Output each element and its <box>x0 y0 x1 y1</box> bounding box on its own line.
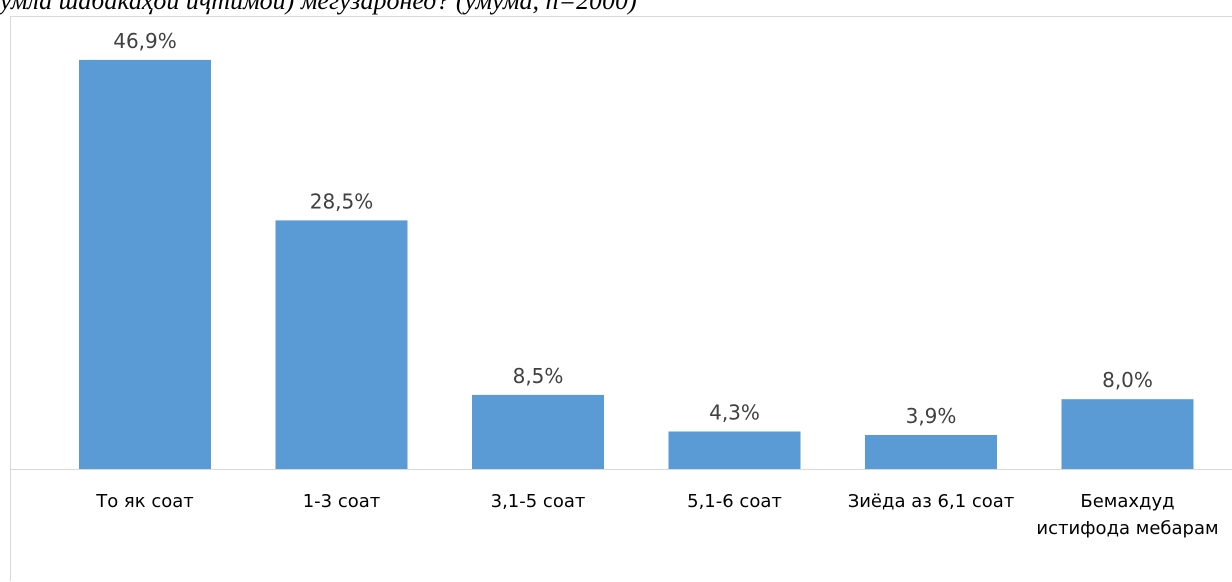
bar-chart: 46,9% То як соат 28,5% 1-3 соат 8,5% 3,1-5 со… <box>11 29 1232 539</box>
bar <box>668 431 801 469</box>
bar <box>79 59 211 470</box>
bar <box>1061 399 1194 469</box>
chart-frame: 46,9% То як соат 28,5% 1-3 соат 8,5% 3,1-5 со… <box>10 16 1232 581</box>
category-label: 5,1-6 соат <box>687 491 782 512</box>
data-label: 46,9% <box>113 29 177 53</box>
category-label: Бемахдуд истифода мебарам <box>1036 491 1218 539</box>
category-label: То як соат <box>95 491 194 512</box>
data-label: 28,5% <box>310 189 374 213</box>
chart-caption: умла шабакаҳои иҷтимоӣ) мегузаронед? (ум… <box>0 0 637 15</box>
data-label: 4,3% <box>709 401 760 425</box>
bar <box>275 220 408 469</box>
data-label: 3,9% <box>906 404 957 428</box>
category-label: 3,1-5 соат <box>491 491 586 512</box>
category-label: Зиёда аз 6,1 соат <box>848 491 1015 512</box>
data-label: 8,0% <box>1102 368 1153 392</box>
bar <box>865 435 997 469</box>
data-label: 8,5% <box>513 364 564 388</box>
category-label: 1-3 соат <box>303 491 381 512</box>
bar <box>472 394 604 469</box>
